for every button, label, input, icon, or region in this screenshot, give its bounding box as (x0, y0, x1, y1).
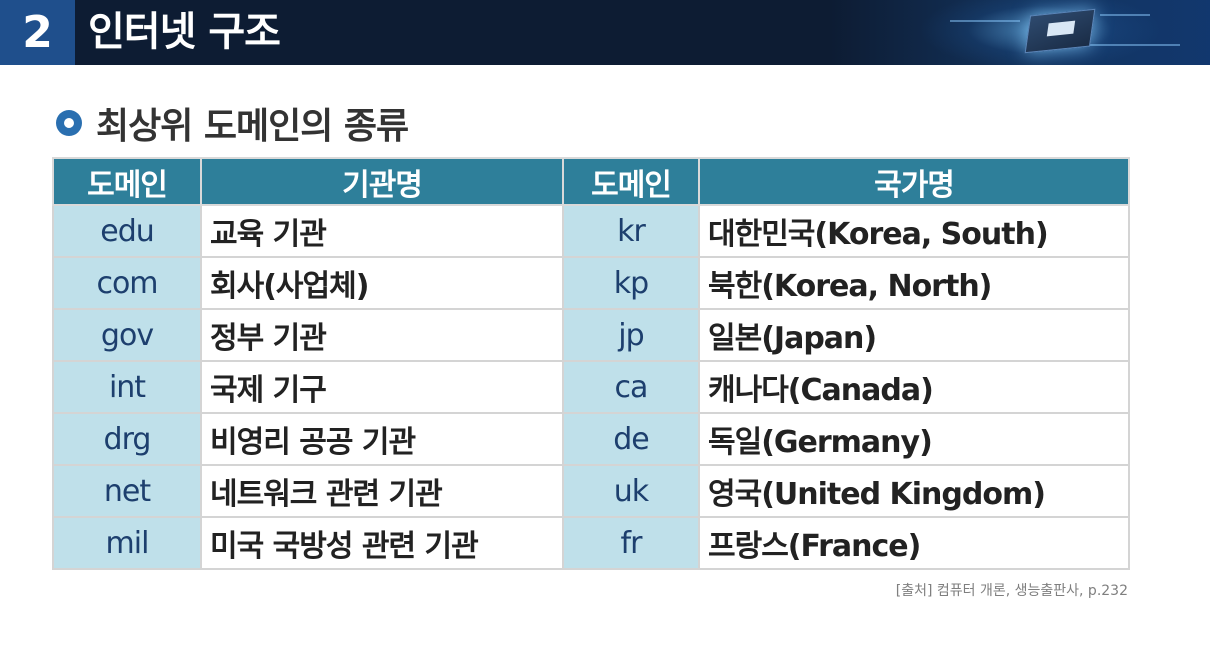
org-domain-cell: net (52, 464, 202, 518)
country-name-cell: 캐나다(Canada) (698, 360, 1130, 414)
org-name-cell: 회사(사업체) (200, 256, 564, 310)
table-row: net 네트워크 관련 기관 uk 영국(United Kingdom) (52, 464, 1130, 518)
country-name-cell: 대한민국(Korea, South) (698, 204, 1130, 258)
org-name-cell: 미국 국방성 관련 기관 (200, 516, 564, 570)
title-bar: 2 인터넷 구조 (0, 0, 1210, 65)
org-domain-cell: int (52, 360, 202, 414)
org-name-cell: 정부 기관 (200, 308, 564, 362)
section-number: 2 (0, 0, 75, 65)
country-domain-cell: kp (562, 256, 700, 310)
country-domain-cell: uk (562, 464, 700, 518)
org-domain-cell: gov (52, 308, 202, 362)
org-domain-cell: drg (52, 412, 202, 466)
country-name-cell: 독일(Germany) (698, 412, 1130, 466)
org-name-cell: 교육 기관 (200, 204, 564, 258)
org-domain-cell: edu (52, 204, 202, 258)
country-domain-cell: kr (562, 204, 700, 258)
org-name-cell: 네트워크 관련 기관 (200, 464, 564, 518)
table-row: gov 정부 기관 jp 일본(Japan) (52, 308, 1130, 362)
country-name-cell: 프랑스(France) (698, 516, 1130, 570)
country-name-cell: 북한(Korea, North) (698, 256, 1130, 310)
org-domain-cell: mil (52, 516, 202, 570)
domain-table: 도메인 기관명 도메인 국가명 edu 교육 기관 kr 대한민국(Korea,… (52, 157, 1130, 570)
subheading: 최상위 도메인의 종류 (56, 98, 409, 148)
bullet-icon (56, 110, 82, 136)
country-domain-cell: de (562, 412, 700, 466)
source-citation: [출처] 컴퓨터 개론, 생능출판사, p.232 (895, 583, 1128, 599)
table-row: edu 교육 기관 kr 대한민국(Korea, South) (52, 204, 1130, 258)
country-domain-cell: fr (562, 516, 700, 570)
table-row: drg 비영리 공공 기관 de 독일(Germany) (52, 412, 1130, 466)
table-row: mil 미국 국방성 관련 기관 fr 프랑스(France) (52, 516, 1130, 570)
country-domain-cell: ca (562, 360, 700, 414)
org-name-cell: 비영리 공공 기관 (200, 412, 564, 466)
page-title: 인터넷 구조 (88, 9, 281, 55)
circuit-trace (1100, 14, 1150, 16)
circuit-trace (950, 20, 1020, 22)
country-domain-cell: jp (562, 308, 700, 362)
country-name-cell: 일본(Japan) (698, 308, 1130, 362)
org-domain-cell: com (52, 256, 202, 310)
country-name-cell: 영국(United Kingdom) (698, 464, 1130, 518)
table-row: com 회사(사업체) kp 북한(Korea, North) (52, 256, 1130, 310)
header-domain: 도메인 (562, 157, 700, 206)
circuit-trace (1090, 44, 1180, 46)
circuit-decoration (830, 0, 1210, 65)
subheading-text: 최상위 도메인의 종류 (96, 106, 409, 147)
org-name-cell: 국제 기구 (200, 360, 564, 414)
table-header-row: 도메인 기관명 도메인 국가명 (52, 157, 1130, 206)
header-country-name: 국가명 (698, 157, 1130, 206)
header-domain: 도메인 (52, 157, 202, 206)
table-row: int 국제 기구 ca 캐나다(Canada) (52, 360, 1130, 414)
header-org-name: 기관명 (200, 157, 564, 206)
